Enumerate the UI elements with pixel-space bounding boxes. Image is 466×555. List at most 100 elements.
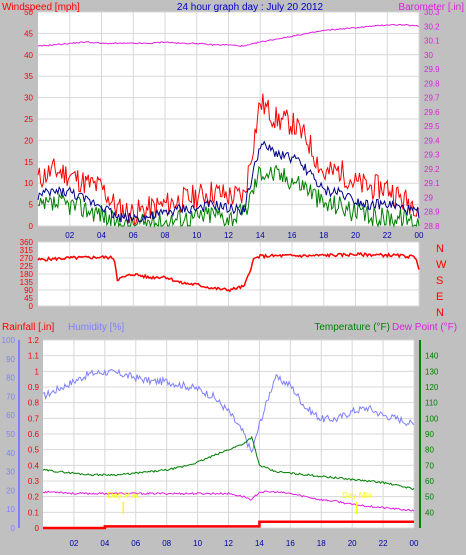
barometer-tick: 29.8 bbox=[424, 79, 440, 88]
rainfall-tick: 0.2 bbox=[28, 493, 40, 502]
temperature-tick: 120 bbox=[425, 383, 439, 392]
hour-tick: 08 bbox=[162, 539, 171, 548]
direction-tick: 360 bbox=[20, 238, 34, 247]
rainfall-line bbox=[43, 520, 414, 530]
rainfall-tick: 0.9 bbox=[28, 383, 40, 392]
barometer-tick: 30.2 bbox=[424, 22, 440, 31]
windspeed-tick: 10 bbox=[24, 179, 33, 188]
humidity-tick: 40 bbox=[6, 449, 15, 458]
direction-tick: 90 bbox=[24, 286, 33, 295]
compass-tick: S bbox=[436, 275, 443, 287]
humidity-tick: 50 bbox=[6, 430, 15, 439]
rainfall-tick: 0.1 bbox=[28, 508, 40, 517]
barometer-tick: 30.1 bbox=[424, 37, 440, 46]
hour-tick: 04 bbox=[100, 539, 109, 548]
direction-tick: 225 bbox=[20, 262, 34, 271]
hour-tick: 00 bbox=[410, 539, 419, 548]
compass-tick: N bbox=[436, 243, 444, 255]
compass-tick: E bbox=[436, 291, 443, 303]
climate-x-axis: 02 04 06 08 10 12 14 16 18 20 22 00 bbox=[69, 539, 419, 548]
direction-tick: 45 bbox=[24, 294, 33, 303]
humidity-label: Humidity [%] bbox=[68, 322, 124, 333]
gust-line bbox=[37, 93, 420, 226]
temperature-line bbox=[42, 435, 415, 491]
temperature-tick: 80 bbox=[425, 446, 434, 455]
hour-tick: 14 bbox=[256, 231, 265, 240]
barometer-tick: 29.4 bbox=[424, 136, 440, 145]
temperature-tick: 70 bbox=[425, 461, 434, 470]
windspeed-tick: 0 bbox=[29, 222, 34, 231]
hour-tick: 04 bbox=[97, 231, 106, 240]
temperature-tick: 90 bbox=[425, 430, 434, 439]
temperature-axis: 40 50 60 70 80 90 100 110 120 130 140 bbox=[419, 340, 439, 528]
wind-x-axis: 02 04 06 08 10 12 14 16 18 20 22 00 bbox=[65, 231, 424, 240]
humidity-tick: 10 bbox=[6, 505, 15, 514]
humidity-tick: 0 bbox=[11, 524, 16, 533]
hour-tick: 00 bbox=[415, 231, 424, 240]
humidity-axis: 0 10 20 30 40 50 60 70 80 90 100 bbox=[2, 336, 20, 533]
direction-grid bbox=[38, 241, 420, 307]
hour-tick: 18 bbox=[317, 539, 326, 548]
barometer-tick: 29.3 bbox=[424, 151, 440, 160]
rainfall-tick: 1.2 bbox=[28, 336, 40, 345]
direction-series bbox=[37, 251, 420, 293]
direction-tick: 135 bbox=[20, 278, 34, 287]
compass-tick: W bbox=[436, 259, 447, 271]
rainfall-tick: 1.1 bbox=[28, 352, 40, 361]
hour-tick: 14 bbox=[255, 539, 264, 548]
barometer-tick: 28.9 bbox=[424, 208, 440, 217]
humidity-tick: 20 bbox=[6, 486, 15, 495]
rainfall-label: Rainfall [.in] bbox=[2, 322, 54, 333]
chart-title: 24 hour graph day : July 20 2012 bbox=[177, 2, 324, 13]
rainfall-tick: 0.5 bbox=[28, 446, 40, 455]
rainfall-tick: 0.7 bbox=[28, 414, 40, 423]
rainfall-tick: 1 bbox=[35, 367, 40, 376]
barometer-tick: 29.5 bbox=[424, 122, 440, 131]
day-max-label: Day Max bbox=[108, 491, 140, 500]
windspeed-tick: 5 bbox=[29, 201, 34, 210]
barometer-axis: 28.8 28.9 29 29.1 29.2 29.3 29.4 29.5 29.6 29.7 29… bbox=[424, 8, 440, 231]
temperature-tick: 130 bbox=[425, 367, 439, 376]
hour-tick: 22 bbox=[383, 231, 392, 240]
temperature-tick: 40 bbox=[425, 508, 434, 517]
direction-tick: 270 bbox=[20, 254, 34, 263]
humidity-line bbox=[42, 368, 415, 454]
hour-tick: 02 bbox=[69, 539, 78, 548]
dewpoint-label: Dew Point (°F) bbox=[392, 322, 457, 333]
barometer-tick: 30 bbox=[424, 51, 433, 60]
barometer-label: Barometer [.in] bbox=[398, 2, 464, 13]
barometer-tick: 29.6 bbox=[424, 108, 440, 117]
rainfall-tick: 0.3 bbox=[28, 477, 40, 486]
humidity-tick: 30 bbox=[6, 468, 15, 477]
hour-tick: 20 bbox=[348, 539, 357, 548]
temperature-tick: 50 bbox=[425, 493, 434, 502]
windspeed-axis: 0 5 10 15 20 25 30 35 40 45 50 bbox=[24, 8, 33, 231]
rainfall-axis: 0 0.1 0.2 0.3 0.4 0.5 0.6 0.7 0.8 0.9 1 1.1 1.2 bbox=[28, 336, 40, 533]
humidity-tick: 90 bbox=[6, 355, 15, 364]
rainfall-tick: 0.6 bbox=[28, 430, 40, 439]
windspeed-tick: 20 bbox=[24, 136, 33, 145]
rainfall-tick: 0.8 bbox=[28, 399, 40, 408]
hour-tick: 12 bbox=[224, 231, 233, 240]
rainfall-tick: 0.4 bbox=[28, 461, 40, 470]
windspeed-label: Windspeed [mph] bbox=[2, 2, 80, 13]
windspeed-tick: 15 bbox=[24, 158, 33, 167]
windspeed-tick: 40 bbox=[24, 51, 33, 60]
direction-tick: 315 bbox=[20, 246, 34, 255]
direction-line bbox=[37, 251, 420, 293]
humidity-tick: 100 bbox=[2, 336, 16, 345]
barometer-tick: 28.8 bbox=[424, 222, 440, 231]
barometer-line bbox=[37, 23, 420, 47]
hour-tick: 08 bbox=[161, 231, 170, 240]
temperature-tick: 60 bbox=[425, 477, 434, 486]
hour-tick: 18 bbox=[319, 231, 328, 240]
barometer-tick: 29.1 bbox=[424, 179, 440, 188]
humidity-tick: 70 bbox=[6, 392, 15, 401]
hour-tick: 12 bbox=[224, 539, 233, 548]
day-min-label: Day Min bbox=[342, 491, 371, 500]
hour-tick: 06 bbox=[131, 539, 140, 548]
temperature-tick: 110 bbox=[425, 399, 438, 408]
temperature-label: Temperature (°F) bbox=[314, 322, 390, 333]
